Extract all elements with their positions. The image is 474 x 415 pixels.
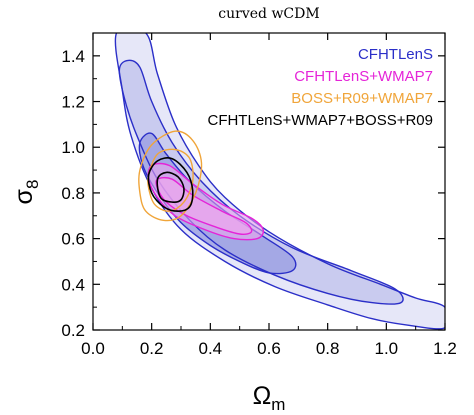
contour-line (156, 171, 185, 203)
x-tick-label: 1.2 (433, 339, 457, 358)
legend: CFHTLenS CFHTLenS+WMAP7 BOSS+R09+WMAP7 CFHT… (207, 46, 433, 129)
contour-line (147, 148, 194, 212)
legend-entry-1: CFHTLenS (358, 46, 433, 63)
x-tick-label: 0.4 (199, 339, 223, 358)
y-tick-label: 0.6 (61, 230, 85, 249)
y-axis-symbol: σ (10, 188, 38, 204)
y-axis: 0.2 0.4 0.6 0.8 1.0 1.2 1.4 (61, 32, 445, 340)
legend-entry-4: CFHTLenS+WMAP7+BOSS+R09 (207, 112, 433, 129)
y-tick-label: 1.4 (61, 47, 85, 66)
x-tick-label: 1.0 (375, 339, 399, 358)
legend-entry-2: CFHTLenS+WMAP7 (294, 68, 433, 85)
y-tick-label: 1.2 (61, 93, 85, 112)
chart-title: curved wCDM (218, 6, 319, 22)
y-tick-label: 0.8 (61, 184, 85, 203)
x-tick-label: 0.8 (316, 339, 340, 358)
contour-line (138, 130, 203, 222)
x-axis: 0.0 0.2 0.4 0.6 0.8 1.0 1.2 (81, 33, 457, 358)
series-3-contours (138, 130, 203, 222)
y-tick-label: 0.2 (61, 321, 85, 340)
x-axis-subscript: m (271, 395, 285, 414)
contour-layer (114, 33, 445, 330)
x-tick-label: 0.6 (257, 339, 281, 358)
y-axis-subscript: 8 (23, 180, 42, 189)
x-tick-label: 0.0 (81, 339, 105, 358)
y-axis-label: σ8 (10, 180, 42, 205)
y-tick-label: 1.0 (61, 138, 85, 157)
y-tick-label: 0.4 (61, 275, 85, 294)
x-axis-label: Ωm (253, 382, 286, 414)
x-tick-label: 0.2 (140, 339, 164, 358)
legend-entry-3: BOSS+R09+WMAP7 (291, 90, 433, 107)
contour-line (147, 157, 194, 213)
x-axis-symbol: Ω (253, 382, 272, 410)
series-4-contours (147, 157, 194, 213)
